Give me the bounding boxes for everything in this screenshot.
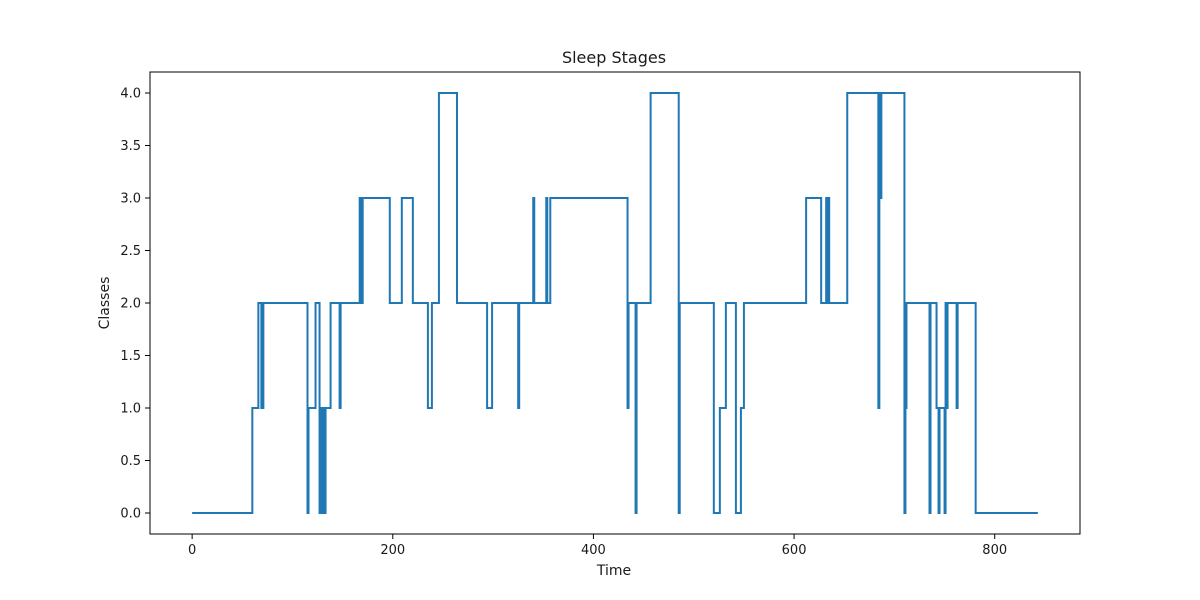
series-line-0 — [192, 92, 1038, 514]
y-tick-label: 1.0 — [120, 402, 141, 417]
y-tick-label: 3.5 — [120, 139, 141, 154]
x-tick-label: 0 — [188, 543, 196, 558]
x-tick-label: 400 — [581, 543, 606, 558]
y-tick-label: 1.5 — [120, 349, 141, 364]
plot-area: 0 200 400 600 800 0.0 0.5 1.0 1.5 2.0 2.5 3.0 3.5 4.0 — [120, 71, 1081, 558]
x-tick-label: 600 — [782, 543, 807, 558]
x-tick-label: 800 — [982, 543, 1007, 558]
x-tick-label: 200 — [380, 543, 405, 558]
y-axis-label: Classes — [97, 277, 113, 330]
y-tick-label: 0.5 — [120, 454, 141, 469]
y-tick-label: 4.0 — [120, 87, 141, 102]
y-tick-label: 2.5 — [120, 244, 141, 259]
x-axis-label: Time — [596, 563, 631, 579]
y-tick-label: 3.0 — [120, 192, 141, 207]
chart-title: Sleep Stages — [562, 48, 666, 67]
y-tick-label: 0.0 — [120, 507, 141, 522]
y-tick-label: 2.0 — [120, 297, 141, 312]
